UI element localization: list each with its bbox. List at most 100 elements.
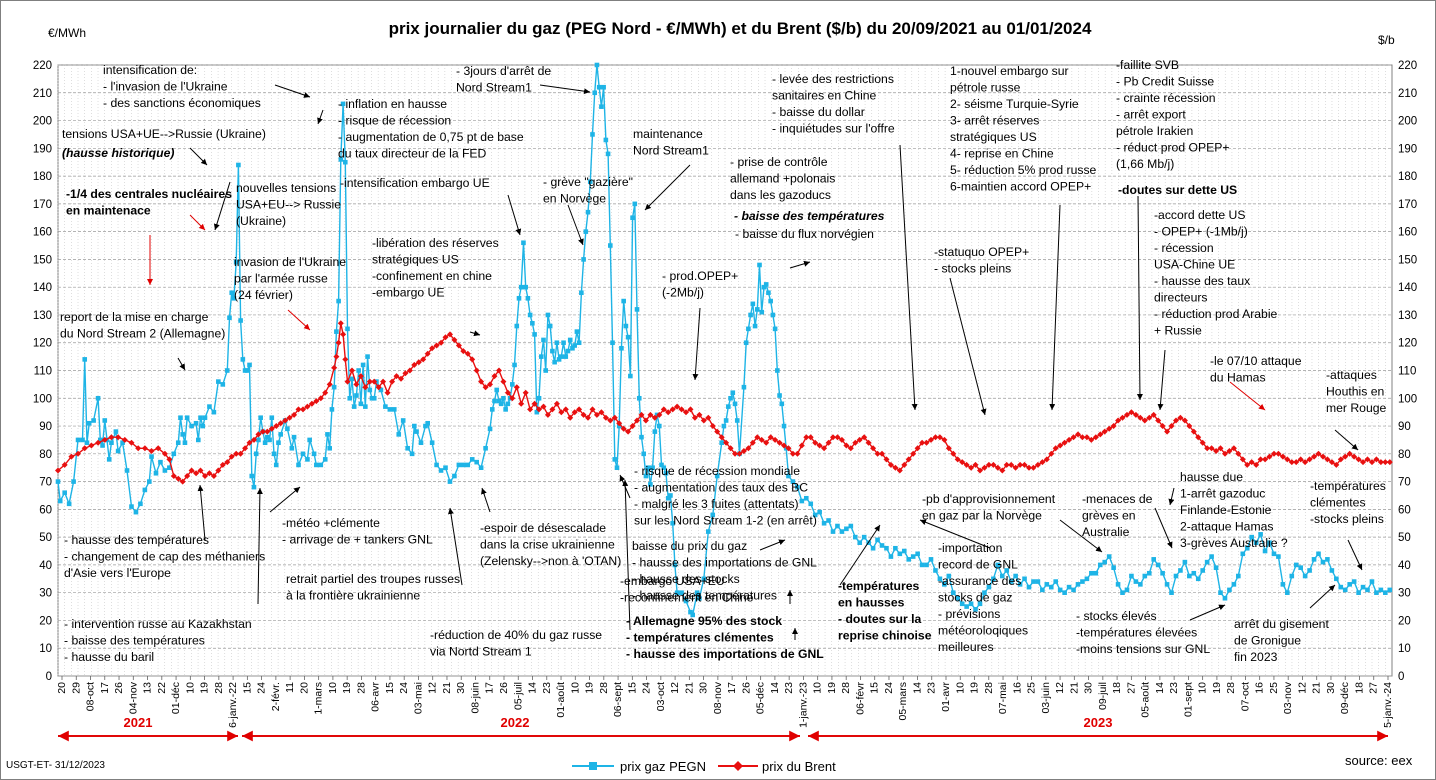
gas-point <box>572 343 577 348</box>
annotation-arrow <box>177 357 186 371</box>
gas-point <box>75 437 81 443</box>
gas-point <box>1387 587 1393 593</box>
brent-point <box>1026 464 1032 471</box>
annotation-line: stocks de gaz <box>938 591 1013 605</box>
gas-point <box>668 493 673 498</box>
gas-point <box>271 451 277 457</box>
gas-point <box>400 418 406 423</box>
gas-point <box>1169 590 1174 595</box>
brent-point <box>678 406 685 413</box>
annotation-line: report de la mise en charge <box>60 310 209 324</box>
y-tick-left: 180 <box>33 171 52 183</box>
annotation-text: -espoir de désescalade dans la crise ukra… <box>480 521 621 568</box>
gas-point <box>1267 540 1272 545</box>
gas-point <box>184 415 190 421</box>
gas-point <box>1178 568 1183 573</box>
gas-point <box>645 465 651 471</box>
annotation-text: -le 07/10 attaque du Hamas <box>1210 354 1302 385</box>
brent-point <box>896 467 903 474</box>
y-ticks: 0 0 10 10 20 20 30 30 40 40 50 50 60 60 70 70 80 80 90 90 10… <box>33 60 1417 683</box>
gas-point <box>474 459 479 465</box>
annotation-text: -faillite SVB - Pb Credit Suisse - crainte… <box>1116 58 1229 171</box>
annotation-line: USA+EU--> Russie <box>236 198 341 212</box>
gas-point <box>95 395 101 401</box>
brent-point <box>415 359 422 366</box>
series-group <box>55 62 1393 618</box>
annotation-line: reprise chinoise <box>838 629 932 643</box>
annotation-text: - stocks élevés -températures élevées -moi… <box>1076 609 1210 656</box>
x-tick-label: 21 <box>683 682 695 694</box>
brent-point <box>977 467 983 474</box>
x-tick-label: 10 <box>569 682 581 694</box>
gas-point <box>915 551 920 557</box>
brent-point <box>874 450 881 457</box>
annotation-line: - arrêt export <box>1116 108 1186 122</box>
annotation-text: -doutes sur dette US <box>1118 183 1237 197</box>
gas-point <box>636 395 642 401</box>
annotation-arrow <box>1157 349 1166 411</box>
brent-point <box>366 378 373 385</box>
gas-point <box>688 609 693 615</box>
x-tick-label: 21 <box>1068 682 1080 694</box>
gas-point <box>1138 582 1143 587</box>
annotation-arrow <box>1136 195 1143 401</box>
annotation-line: en maintenace <box>66 204 151 218</box>
annotation-text: - risque de récession mondiale - augmenta… <box>634 464 817 528</box>
gas-point <box>536 395 542 401</box>
gas-point <box>612 457 618 462</box>
gas-point <box>492 398 497 404</box>
annotation-arrow <box>1347 539 1363 571</box>
brent-point <box>558 409 565 416</box>
brent-point <box>1181 417 1188 424</box>
brent-point <box>128 439 135 446</box>
gas-point <box>167 465 172 471</box>
y-tick-right: 130 <box>1398 310 1417 322</box>
year-markers: 2021 2022 2023 <box>58 715 1388 742</box>
brent-point <box>905 456 912 463</box>
annotation-line: Nord Stream1 <box>633 144 709 158</box>
x-tick-label: 09-déc <box>1339 682 1351 714</box>
brent-point <box>193 470 200 477</box>
x-tick-label: 05-août <box>1140 682 1152 718</box>
gas-point <box>1369 579 1375 584</box>
gas-point <box>950 590 956 595</box>
annotation-line: -températures élevées <box>1076 626 1197 640</box>
gas-point <box>1040 587 1045 593</box>
gas-point <box>590 132 595 137</box>
x-tick-label: 15 <box>384 682 396 694</box>
y-tick-left: 0 <box>46 671 52 683</box>
brent-point <box>625 428 632 435</box>
annotation-line: 2- séisme Turquie-Syrie <box>950 97 1079 111</box>
gas-point <box>732 401 738 407</box>
gas-point <box>322 457 328 462</box>
annotation-text: -réduction de 40% du gaz russe via Nortd … <box>430 628 602 659</box>
gas-point <box>901 548 907 554</box>
gas-point <box>552 359 557 365</box>
legend-brent-label: prix du Brent <box>762 759 836 774</box>
gas-point <box>795 484 800 490</box>
annotation-line: -reconfinement en Chine <box>620 591 754 605</box>
gas-point <box>296 462 301 468</box>
gas-point <box>1031 579 1036 584</box>
brent-point <box>843 442 850 449</box>
brent-point <box>1284 456 1291 463</box>
gas-point <box>405 445 410 451</box>
brent-point <box>1008 461 1015 468</box>
brent-point <box>968 464 975 471</box>
annotation-arrow <box>899 144 918 411</box>
brent-point <box>402 370 409 377</box>
annotation-line: - doutes sur la <box>838 612 922 626</box>
annotation-line: - OPEP+ (-1Mb/j) <box>1154 225 1248 239</box>
legend-brent-marker <box>733 761 743 771</box>
x-tick-label: 30 <box>1083 682 1095 694</box>
brent-point <box>910 450 917 457</box>
brent-point <box>598 409 605 416</box>
gas-point <box>924 562 929 568</box>
gas-point <box>367 387 373 393</box>
gas-point <box>639 434 644 440</box>
brent-point <box>155 445 162 452</box>
annotation-line: - prise de contrôle <box>730 155 828 169</box>
y-tick-left: 190 <box>33 143 52 155</box>
gas-point <box>770 312 776 318</box>
brent-point <box>237 450 244 457</box>
